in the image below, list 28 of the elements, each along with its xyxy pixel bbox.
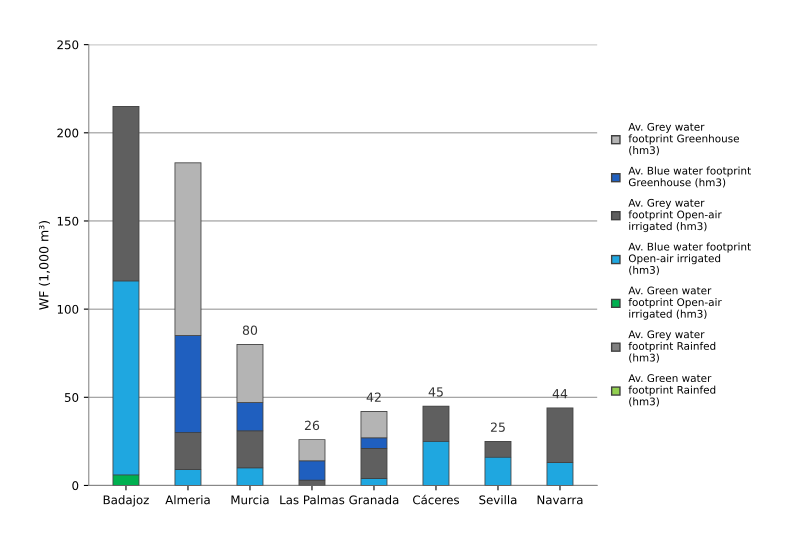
legend-label: Av. Grey water footprint Open-air irrigated (hm3) bbox=[628, 198, 722, 232]
total-label: 25 bbox=[490, 422, 505, 432]
x-tick-label: Almeria bbox=[165, 495, 210, 504]
y-tick-label: 50 bbox=[64, 393, 78, 402]
legend-label: Av. Green water footprint Rainfed (hm3) bbox=[628, 374, 716, 407]
total-label: 45 bbox=[428, 387, 443, 397]
y-tick-label: 100 bbox=[58, 304, 78, 314]
x-tick-label: Badajoz bbox=[104, 495, 149, 507]
legend-label: Av. Blue water footprint Open-air irrigated (hm3) bbox=[628, 242, 751, 276]
x-tick-label: Cáceres bbox=[413, 494, 460, 504]
x-tick-label: Sevilla bbox=[479, 495, 516, 504]
x-tick-label: Granada bbox=[349, 495, 398, 504]
y-tick-label: 0 bbox=[72, 481, 78, 490]
legend-label: Av. Blue water footprint Greenhouse (hm3) bbox=[628, 166, 751, 188]
legend-label: Av. Grey water footprint Rainfed (hm3) bbox=[628, 330, 716, 363]
y-tick-label: 200 bbox=[57, 128, 78, 138]
total-label: 26 bbox=[304, 420, 320, 430]
x-tick-label: Navarra bbox=[538, 496, 582, 504]
y-axis-title: WF (1,000 m³) bbox=[38, 221, 50, 310]
legend-label: Av. Green water footprint Open-air irrigated (hm3) bbox=[628, 286, 722, 320]
x-tick-label: Murcia bbox=[232, 495, 269, 504]
total-label: 42 bbox=[366, 392, 381, 402]
legend-label: Av. Grey water footprint Greenhouse (hm3) bbox=[628, 122, 739, 156]
y-tick-label: 150 bbox=[58, 216, 78, 226]
total-label: 80 bbox=[242, 325, 258, 335]
y-tick-label: 250 bbox=[57, 40, 78, 50]
x-tick-label: Las Palmas bbox=[280, 495, 344, 504]
total-label: 44 bbox=[552, 389, 568, 398]
